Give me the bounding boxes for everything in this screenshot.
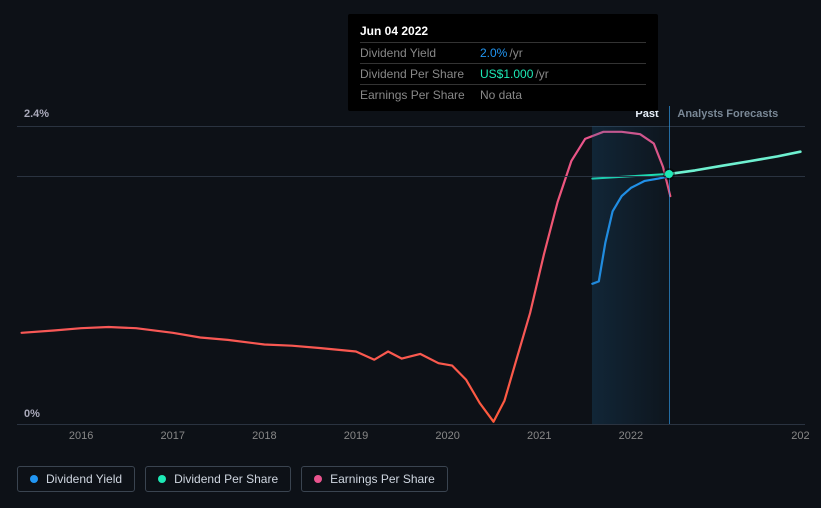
hover-marker <box>665 170 673 178</box>
forecast-region <box>592 126 669 424</box>
tooltip-label: Earnings Per Share <box>360 88 480 102</box>
chart-tooltip: Jun 04 2022 Dividend Yield 2.0% /yr Divi… <box>348 14 658 111</box>
x-tick: 202 <box>791 430 809 442</box>
legend-item-dividend-per-share[interactable]: Dividend Per Share <box>145 466 291 492</box>
x-tick: 2018 <box>252 430 276 442</box>
x-tick: 2022 <box>619 430 643 442</box>
legend-swatch <box>30 475 38 483</box>
x-tick: 2021 <box>527 430 551 442</box>
legend: Dividend Yield Dividend Per Share Earnin… <box>17 466 448 492</box>
plot-area[interactable]: PastAnalysts Forecasts <box>17 126 805 424</box>
y-axis-label-max: 2.4% <box>24 108 49 120</box>
x-tick: 2016 <box>69 430 93 442</box>
legend-swatch <box>314 475 322 483</box>
legend-label: Dividend Yield <box>46 472 122 486</box>
tooltip-label: Dividend Per Share <box>360 67 480 81</box>
tooltip-row: Dividend Per Share US$1.000 /yr <box>360 63 646 84</box>
x-tick: 2020 <box>435 430 459 442</box>
hover-line <box>669 106 670 424</box>
tooltip-row: Earnings Per Share No data <box>360 84 646 105</box>
legend-label: Dividend Per Share <box>174 472 278 486</box>
tooltip-label: Dividend Yield <box>360 46 480 60</box>
tooltip-value: US$1.000 <box>480 67 533 81</box>
x-axis: 2016201720182019202020212022202 <box>17 430 805 450</box>
chart-svg <box>17 126 805 424</box>
legend-item-earnings-per-share[interactable]: Earnings Per Share <box>301 466 448 492</box>
dividend-chart: Jun 04 2022 Dividend Yield 2.0% /yr Divi… <box>0 0 821 508</box>
tooltip-suffix: /yr <box>509 46 522 60</box>
tooltip-suffix: /yr <box>535 67 548 81</box>
legend-item-dividend-yield[interactable]: Dividend Yield <box>17 466 135 492</box>
tooltip-date: Jun 04 2022 <box>360 20 646 42</box>
legend-swatch <box>158 475 166 483</box>
tooltip-value: No data <box>480 88 522 102</box>
tooltip-row: Dividend Yield 2.0% /yr <box>360 42 646 63</box>
x-tick: 2017 <box>161 430 185 442</box>
tooltip-value: 2.0% <box>480 46 507 60</box>
legend-label: Earnings Per Share <box>330 472 435 486</box>
x-tick: 2019 <box>344 430 368 442</box>
forecast-label: Analysts Forecasts <box>677 108 778 120</box>
